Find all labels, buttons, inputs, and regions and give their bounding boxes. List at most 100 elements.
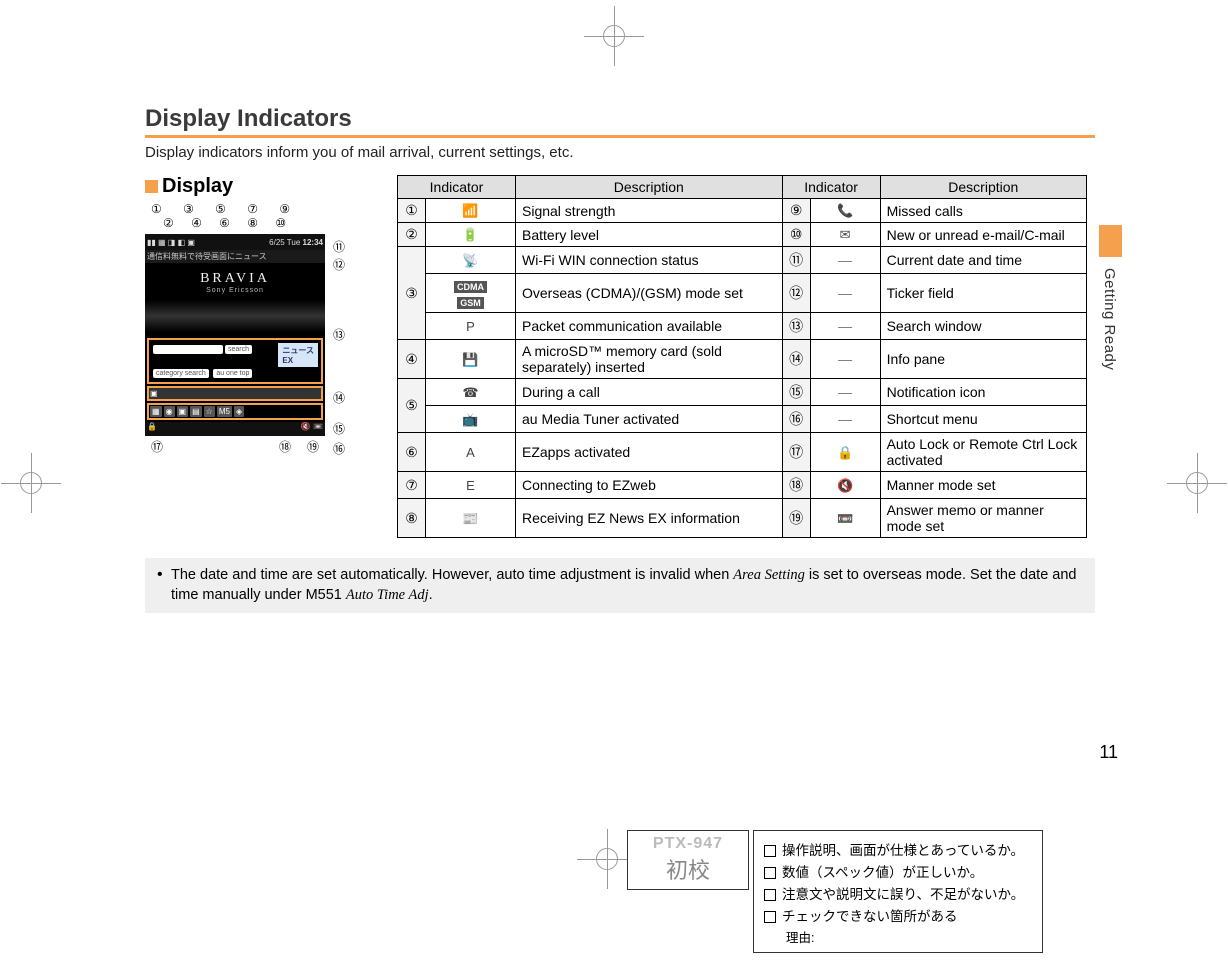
indicator-desc: Battery level	[516, 223, 783, 247]
callout-17: ⑰	[151, 438, 163, 455]
phone-time: 12:34	[303, 238, 323, 247]
row-num: ②	[398, 223, 426, 247]
indicator-desc: During a call	[516, 379, 783, 406]
note-text-3: .	[429, 587, 433, 603]
th-indicator-r: Indicator	[782, 176, 880, 199]
crop-mark-left	[20, 472, 42, 494]
row-num-r: ⑩	[782, 223, 810, 247]
indicator-desc-r: Shortcut menu	[880, 406, 1086, 433]
indicator-desc-r: Ticker field	[880, 274, 1086, 313]
indicator-icon-r: 🔒	[810, 433, 880, 472]
checkbox-icon	[764, 867, 776, 879]
indicator-desc: Signal strength	[516, 199, 783, 223]
indicator-icon: A	[426, 433, 516, 472]
indicator-desc: EZapps activated	[516, 433, 783, 472]
indicator-desc: Overseas (CDMA)/(GSM) mode set	[516, 274, 783, 313]
note-italic-1: Area Setting	[733, 567, 805, 583]
indicator-desc-r: Notification icon	[880, 379, 1086, 406]
indicator-icon: ☎	[426, 379, 516, 406]
indicator-desc: Packet communication available	[516, 313, 783, 340]
indicator-icon: 📰	[426, 499, 516, 538]
indicator-icon: CDMAGSM	[426, 274, 516, 313]
phone-ticker: 通信料無料で待受画面にニュース	[145, 250, 325, 263]
category-btn: category search	[153, 369, 209, 378]
indicator-icon: 📡	[426, 247, 516, 274]
checkbox-icon	[764, 911, 776, 923]
indicator-desc-r: Current date and time	[880, 247, 1086, 274]
indicator-icon: E	[426, 472, 516, 499]
row-num-r: ⑪	[782, 247, 810, 274]
phone-screen: ▮▮ ▦ ◨ ◧ ▣ 6/25 Tue 12:34 通信料無料で待受画面にニュー…	[145, 234, 325, 436]
search-btn: search	[225, 345, 252, 354]
phone-bottom-row: 🔒🔇 📼	[145, 422, 325, 436]
sony-text: Sony Ericsson	[145, 287, 325, 294]
indicator-desc: au Media Tuner activated	[516, 406, 783, 433]
check-2: 数値（スペック値）が正しいか。	[782, 865, 983, 880]
indicator-icon: 🔋	[426, 223, 516, 247]
row-num-r: ⑱	[782, 472, 810, 499]
callout-row1: ① ③ ⑤ ⑦ ⑨	[149, 202, 375, 216]
proof-left: PTX-947 初校	[627, 830, 749, 890]
crop-mark-top	[603, 25, 625, 47]
indicator-icon-r: —	[810, 313, 880, 340]
proof-stage: 初校	[648, 853, 728, 885]
indicator-icon-r: —	[810, 379, 880, 406]
indicator-icon-r: —	[810, 340, 880, 379]
th-description-r: Description	[880, 176, 1086, 199]
indicator-icon: 📶	[426, 199, 516, 223]
display-heading: Display	[145, 175, 375, 198]
footer-crop	[596, 848, 618, 870]
indicator-icon-r: —	[810, 274, 880, 313]
display-column: Display ① ③ ⑤ ⑦ ⑨ ② ④ ⑥ ⑧ ⑩ ⑪ ⑫ ⑬ ⑭ ⑮ ⑯ …	[145, 175, 375, 538]
bottom-callouts: ⑰ ⑱ ⑲	[145, 436, 325, 457]
note-italic-2: Auto Time Adj	[346, 587, 429, 603]
row-num-r: ⑨	[782, 199, 810, 223]
bravia-area: BRAVIA Sony Ericsson	[145, 263, 325, 336]
row-num: ⑥	[398, 433, 426, 472]
callout-13: ⑬	[333, 326, 345, 343]
th-indicator-l: Indicator	[398, 176, 516, 199]
callout-12: ⑫	[333, 256, 345, 273]
indicator-desc: Wi-Fi WIN connection status	[516, 247, 783, 274]
row-num: ⑧	[398, 499, 426, 538]
callout-16: ⑯	[333, 440, 345, 457]
checkbox-icon	[764, 889, 776, 901]
check-4: チェックできない箇所がある	[782, 909, 958, 924]
callout-19: ⑲	[307, 438, 319, 455]
indicator-table: Indicator Description Indicator Descript…	[397, 175, 1087, 538]
indicator-icon-r: —	[810, 406, 880, 433]
row-num-r: ⑫	[782, 274, 810, 313]
callout-row2: ② ④ ⑥ ⑧ ⑩	[149, 216, 375, 230]
phone-status-bar: ▮▮ ▦ ◨ ◧ ▣ 6/25 Tue 12:34	[145, 234, 325, 250]
callout-14: ⑭	[333, 389, 345, 406]
callouts-top: ① ③ ⑤ ⑦ ⑨ ② ④ ⑥ ⑧ ⑩	[149, 202, 375, 230]
indicator-desc: Receiving EZ News EX information	[516, 499, 783, 538]
indicator-icon: 💾	[426, 340, 516, 379]
note-box: The date and time are set automatically.…	[145, 558, 1095, 613]
auonetop-btn: au one top	[213, 369, 252, 378]
indicator-desc-r: Search window	[880, 313, 1086, 340]
indicator-desc: A microSD™ memory card (sold separately)…	[516, 340, 783, 379]
indicator-desc-r: Missed calls	[880, 199, 1086, 223]
reason-label: 理由:	[764, 927, 1032, 946]
indicator-icon: P	[426, 313, 516, 340]
th-description-l: Description	[516, 176, 783, 199]
indicator-desc-r: Manner mode set	[880, 472, 1086, 499]
row-num: ③	[398, 247, 426, 340]
ex-box: ニュースEX	[278, 343, 318, 367]
indicator-desc: Connecting to EZweb	[516, 472, 783, 499]
indicator-icon-r: ✉	[810, 223, 880, 247]
indicator-icon-r: 🔇	[810, 472, 880, 499]
section-title: Display Indicators	[145, 105, 1095, 138]
indicator-desc-r: Answer memo or manner mode set	[880, 499, 1086, 538]
check-3: 注意文や説明文に誤り、不足がないか。	[782, 887, 1024, 902]
page-number: 11	[1099, 742, 1118, 763]
shortcut-row: ▦◉▣▤☆M5◈	[147, 403, 323, 420]
crop-mark-right	[1186, 472, 1208, 494]
callout-18: ⑱	[279, 438, 291, 455]
indicator-icon-r: 📼	[810, 499, 880, 538]
section-side-label: Getting Ready	[1101, 268, 1118, 370]
row-num-r: ⑯	[782, 406, 810, 433]
display-heading-text: Display	[162, 175, 233, 197]
indicator-desc-r: New or unread e-mail/C-mail	[880, 223, 1086, 247]
